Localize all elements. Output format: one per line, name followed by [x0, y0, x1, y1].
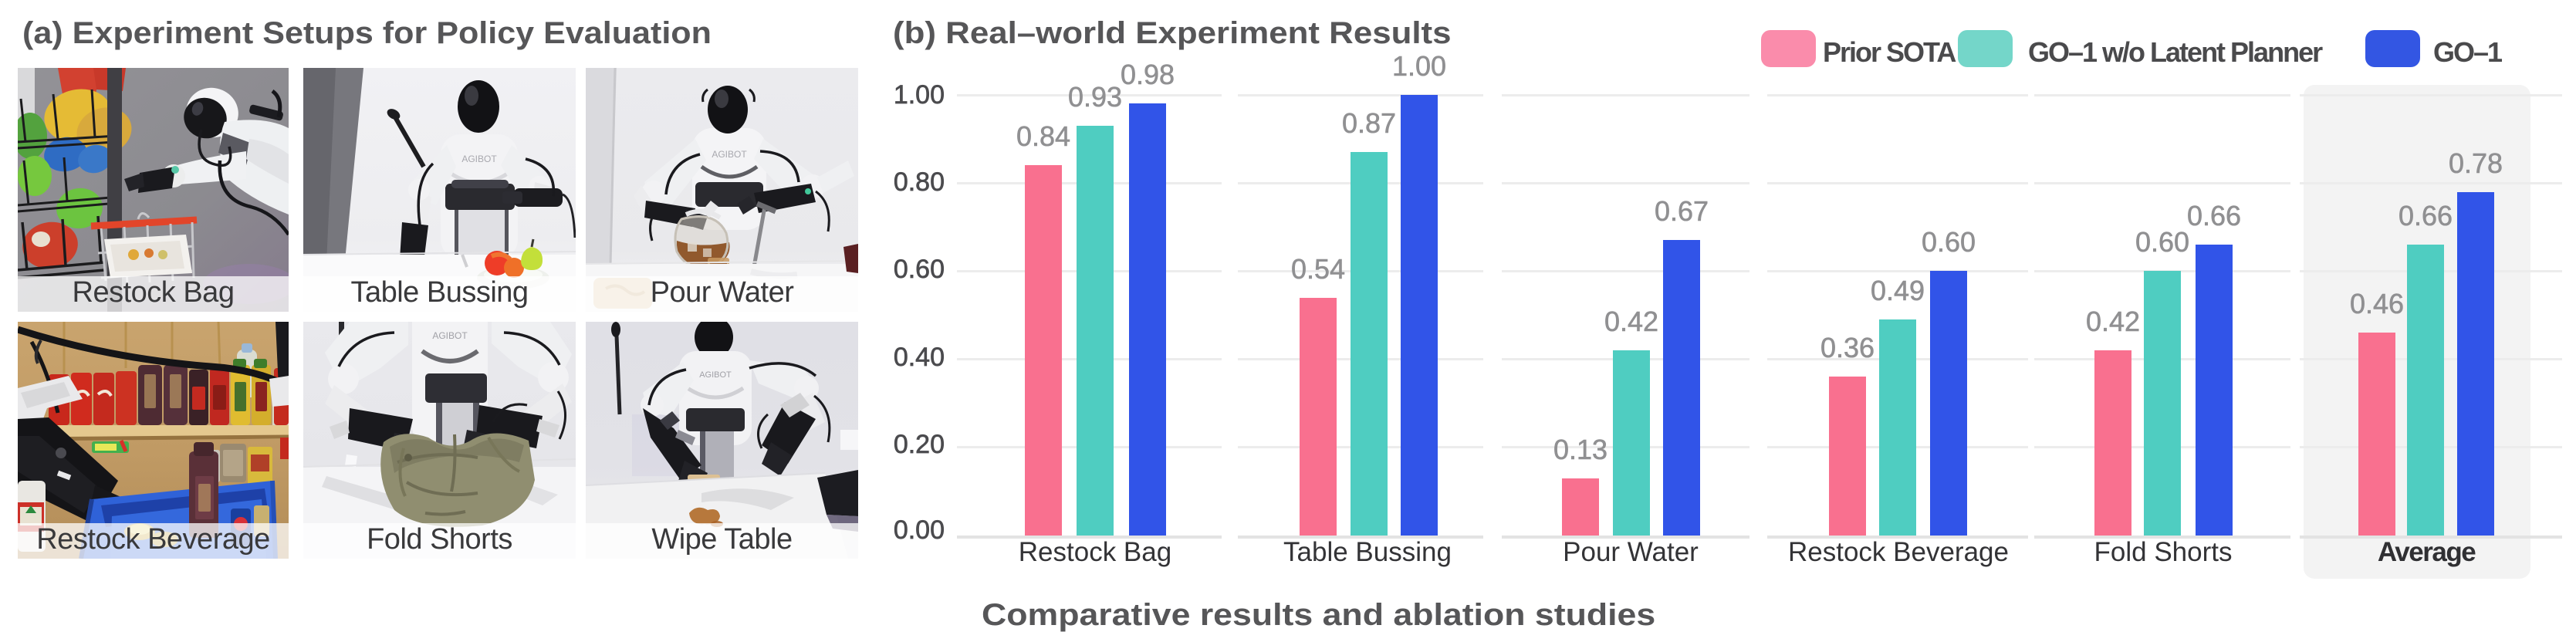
svg-text:AGIBOT: AGIBOT: [712, 149, 747, 160]
svg-text:AGIBOT: AGIBOT: [432, 330, 468, 341]
svg-text:AGIBOT: AGIBOT: [699, 370, 732, 380]
svg-text:AGIBOT: AGIBOT: [461, 154, 497, 164]
